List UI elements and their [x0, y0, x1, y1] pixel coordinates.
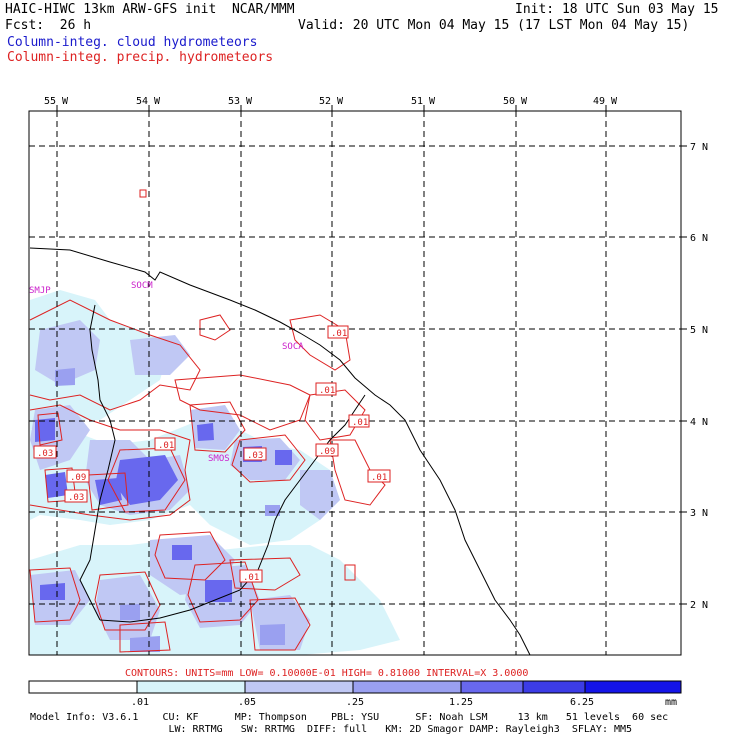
field-precip-label: Column-integ. precip. hydrometeors [7, 50, 274, 65]
colorbar [28, 680, 682, 694]
lon-label-52w: 52 W [319, 96, 344, 107]
contour-label: .03 [247, 451, 263, 461]
init-time: Init: 18 UTC Sun 03 May 15 [515, 2, 719, 17]
model-info-line1: Model Info: V3.6.1 CU: KF MP: Thompson P… [30, 712, 669, 723]
field-cloud-label: Column-integ. cloud hydrometeors [7, 35, 258, 50]
station-soca: SOCA [282, 342, 304, 352]
contour-label: .01 [371, 473, 387, 483]
contour-label: .01 [319, 386, 335, 396]
contour-info: CONTOURS: UNITS=mm LOW= 0.10000E-01 HIGH… [125, 668, 528, 679]
lat-label-7n: 7 N [690, 142, 708, 153]
lon-label-54w: 54 W [136, 96, 161, 107]
station-smjp: SMJP [29, 286, 51, 296]
tick-marks [56, 105, 687, 605]
map-frame [28, 110, 682, 656]
precip-contours [29, 189, 386, 653]
colorbar-tick-label: .05 [238, 697, 256, 708]
contour-label: .01 [243, 573, 259, 583]
lat-label-3n: 3 N [690, 508, 708, 519]
contour-label: .09 [319, 447, 335, 457]
lon-label-50w: 50 W [503, 96, 528, 107]
lon-label-51w: 51 W [411, 96, 436, 107]
lat-label-4n: 4 N [690, 417, 708, 428]
contour-label: .01 [331, 329, 347, 339]
valid-time: Valid: 20 UTC Mon 04 May 15 (17 LST Mon … [298, 18, 690, 33]
contour-label: .09 [70, 473, 86, 483]
lon-label-55w: 55 W [44, 96, 69, 107]
coastline [29, 247, 531, 656]
colorbar-tick-label: .01 [131, 697, 149, 708]
lat-label-2n: 2 N [690, 600, 708, 611]
station-socm: SOCM [131, 281, 153, 291]
colorbar-unit: mm [665, 697, 677, 708]
lat-label-6n: 6 N [690, 233, 708, 244]
contour-label: .01 [158, 441, 174, 451]
latlon-grid [29, 111, 681, 655]
colorbar-tick-label: 1.25 [449, 697, 473, 708]
title-left: HAIC-HIWC 13km ARW-GFS init NCAR/MMM [5, 2, 295, 17]
model-info-line2: LW: RRTMG SW: RRTMG DIFF: full KM: 2D Sm… [30, 724, 633, 735]
colorbar-tick-label: 6.25 [570, 697, 594, 708]
colorbar-tick-label: .25 [346, 697, 364, 708]
lon-label-49w: 49 W [593, 96, 618, 107]
contour-label: .01 [352, 418, 368, 428]
forecast-hour: Fcst: 26 h [5, 18, 92, 33]
station-smos: SMOS [208, 454, 230, 464]
lon-label-53w: 53 W [228, 96, 253, 107]
contour-label: .03 [68, 493, 84, 503]
lat-label-5n: 5 N [690, 325, 708, 336]
contour-label: .03 [37, 449, 53, 459]
